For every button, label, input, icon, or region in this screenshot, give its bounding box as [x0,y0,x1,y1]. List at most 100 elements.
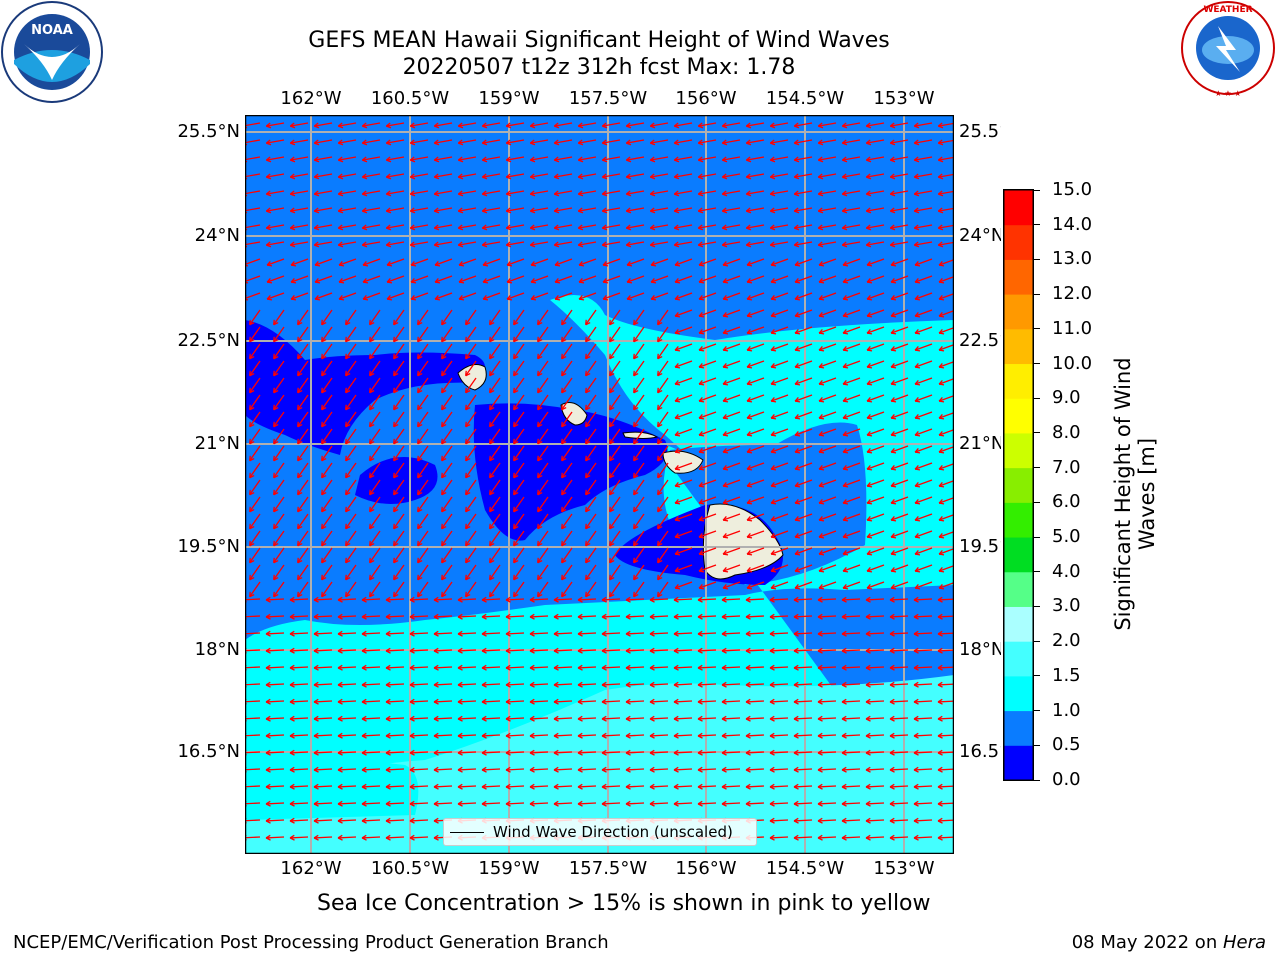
wave-vector [585,462,597,479]
wave-vector-head [769,766,775,773]
wave-vector [345,479,357,496]
wave-vector [369,411,381,428]
wave-vector-head [457,783,463,790]
wave-vector [674,360,693,368]
wave-vector [866,496,885,504]
wave-vector-head [674,498,681,505]
wave-vector-head [890,549,897,556]
wave-vector-head [913,241,920,248]
wave-vector-head [889,681,895,688]
wave-vector-head [385,647,391,654]
wave-vector-head [913,156,920,163]
wave-vector [537,462,549,479]
wave-vector-head [537,591,543,598]
wave-vector-head [506,277,513,284]
wave-vector [585,411,597,428]
wave-vector [273,513,285,530]
wave-vector [609,581,621,598]
wave-vector-head [417,540,423,547]
wave-vector-head [890,345,897,352]
wave-vector-head [313,766,319,773]
wave-vector [650,207,669,212]
wave-vector-head [938,294,945,301]
wave-vector-head [505,241,512,248]
wave-vector-head [817,596,823,603]
wave-vector-head [489,387,495,394]
wave-vector [290,258,309,266]
wave-vector-head [866,379,873,386]
wave-vector [865,598,885,601]
wave-vector-head [657,455,663,462]
wave-vector-head [722,498,729,505]
wave-vector-head [609,404,615,411]
wave-vector [385,615,405,618]
wave-vector-head [321,319,327,326]
wave-vector-head [513,574,519,581]
wave-vector [361,734,381,737]
wave-vector [633,530,645,547]
wave-vector-head [505,156,512,163]
wave-vector [273,564,285,581]
wave-vector-head [513,472,519,479]
wave-vector [746,190,765,195]
wave-vector [386,190,405,195]
wave-vector-head [657,591,663,598]
colorbar-tick [1034,328,1040,330]
wave-vector-head [321,489,327,496]
wave-vector [489,462,501,479]
wave-vector [890,207,909,212]
wave-vector-head [386,294,393,301]
wave-vector-head [337,766,343,773]
wave-vector [746,581,765,589]
wave-vector-head [489,336,495,343]
wave-vector [465,377,477,394]
wave-vector [481,802,501,805]
wave-vector [866,224,885,229]
island-hawaii [702,503,784,580]
wave-vector-head [337,224,344,231]
colorbar-tick [1034,779,1040,781]
wave-vector [457,751,477,754]
wave-vector [481,666,501,669]
wave-vector-head [513,370,519,377]
wave-vector [914,513,933,521]
wave-vector-head [369,319,375,326]
wave-vector [633,428,645,445]
wave-vector [321,326,333,343]
wave-vector [890,122,909,127]
wave-vector-head [866,549,873,556]
wave-vector [914,207,933,212]
wave-vector-head [770,260,777,267]
wave-vector-head [505,732,511,739]
wave-vector-head [457,715,463,722]
wave-vector [841,802,861,805]
wave-vector-head [817,732,823,739]
wave-vector-head [746,328,753,335]
wave-vector-head [345,472,351,479]
wave-vector-head [697,122,704,129]
wave-vector-head [290,294,297,301]
wave-vector [865,717,885,720]
wave-vector-head [249,370,255,377]
wave-vector [746,513,765,521]
wave-vector-head [361,800,367,807]
wave-vector [818,394,837,402]
colorbar-segment [1004,224,1033,260]
wave-vector [369,513,381,530]
wave-vector-head [314,260,321,267]
wave-vector [674,445,693,453]
wave-vector-head [393,506,399,513]
wave-vector-head [770,549,777,556]
wave-vector-head [313,630,319,637]
wave-vector [890,156,909,161]
wave-vector [273,547,285,564]
wave-vector [866,122,885,127]
wave-vector-head [794,379,801,386]
wave-vector [297,564,309,581]
wave-vector [601,802,621,805]
wave-vector [890,275,909,283]
wave-vector-head [489,540,495,547]
wave-vector [657,326,669,343]
wave-vector-head [889,122,896,129]
wave-vector-head [673,800,679,807]
